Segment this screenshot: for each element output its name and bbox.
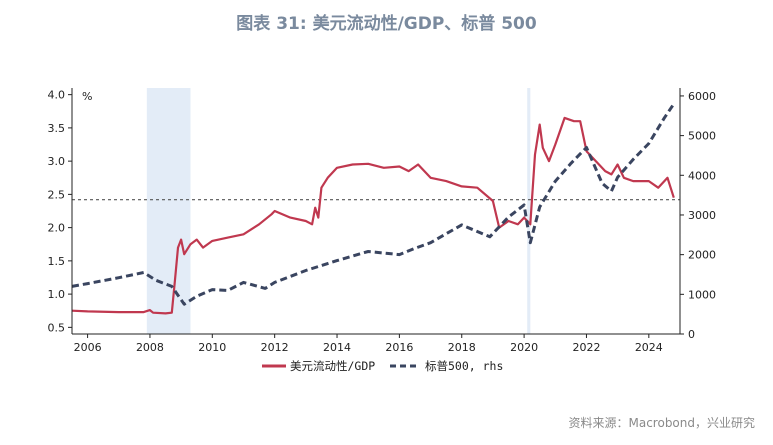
- legend: 美元流动性/GDP 标普500, rhs: [262, 359, 503, 373]
- x-tick-label: 2014: [323, 341, 351, 354]
- right-tick-label: 3000: [688, 209, 716, 222]
- right-tick-label: 6000: [688, 90, 716, 103]
- x-tick-label: 2010: [198, 341, 226, 354]
- left-tick-label: 3.0: [48, 155, 66, 168]
- x-tick-label: 2018: [448, 341, 476, 354]
- x-tick-label: 2012: [261, 341, 289, 354]
- left-tick-label: 2.5: [48, 188, 66, 201]
- left-tick-label: 0.5: [48, 321, 66, 334]
- series-group: [71, 103, 676, 315]
- left-tick-label: 4.0: [48, 89, 66, 102]
- axes: 4.0 3.5 3.0 2.5 2.0 1.5 1.0 0.5% 6000 5000 4000 300…: [48, 88, 716, 354]
- left-tick-label: 1.0: [48, 288, 66, 301]
- x-tick-label: 2020: [510, 341, 538, 354]
- right-tick-label: 5000: [688, 130, 716, 143]
- right-tick-label: 4000: [688, 169, 716, 182]
- x-tick-label: 2006: [74, 341, 102, 354]
- right-tick-label: 0: [688, 328, 695, 341]
- series-line-sp500: [71, 103, 676, 306]
- left-tick-label: 3.5: [48, 122, 66, 135]
- shaded-periods: [146, 88, 531, 334]
- right-tick-label: 1000: [688, 288, 716, 301]
- source-note: 资料来源：Macrobond，兴业研究: [568, 416, 756, 430]
- left-axis-unit: %: [82, 90, 92, 103]
- chart-title: 图表 31: 美元流动性/GDP、标普 500: [236, 14, 537, 34]
- chart: 4.0 3.5 3.0 2.5 2.0 1.5 1.0 0.5% 6000 5000 4000 300…: [48, 88, 716, 373]
- x-tick-label: 2016: [385, 341, 413, 354]
- series-line-liquidity: [71, 116, 675, 315]
- x-tick-label: 2008: [136, 341, 164, 354]
- legend-label-sp500: 标普500, rhs: [425, 359, 503, 373]
- shaded-period: [146, 88, 191, 334]
- x-tick-label: 2024: [635, 341, 663, 354]
- right-tick-label: 2000: [688, 249, 716, 262]
- left-tick-label: 1.5: [48, 255, 66, 268]
- shaded-period: [527, 88, 531, 334]
- x-tick-label: 2022: [572, 341, 600, 354]
- legend-label-liquidity: 美元流动性/GDP: [290, 359, 375, 373]
- left-tick-label: 2.0: [48, 222, 66, 235]
